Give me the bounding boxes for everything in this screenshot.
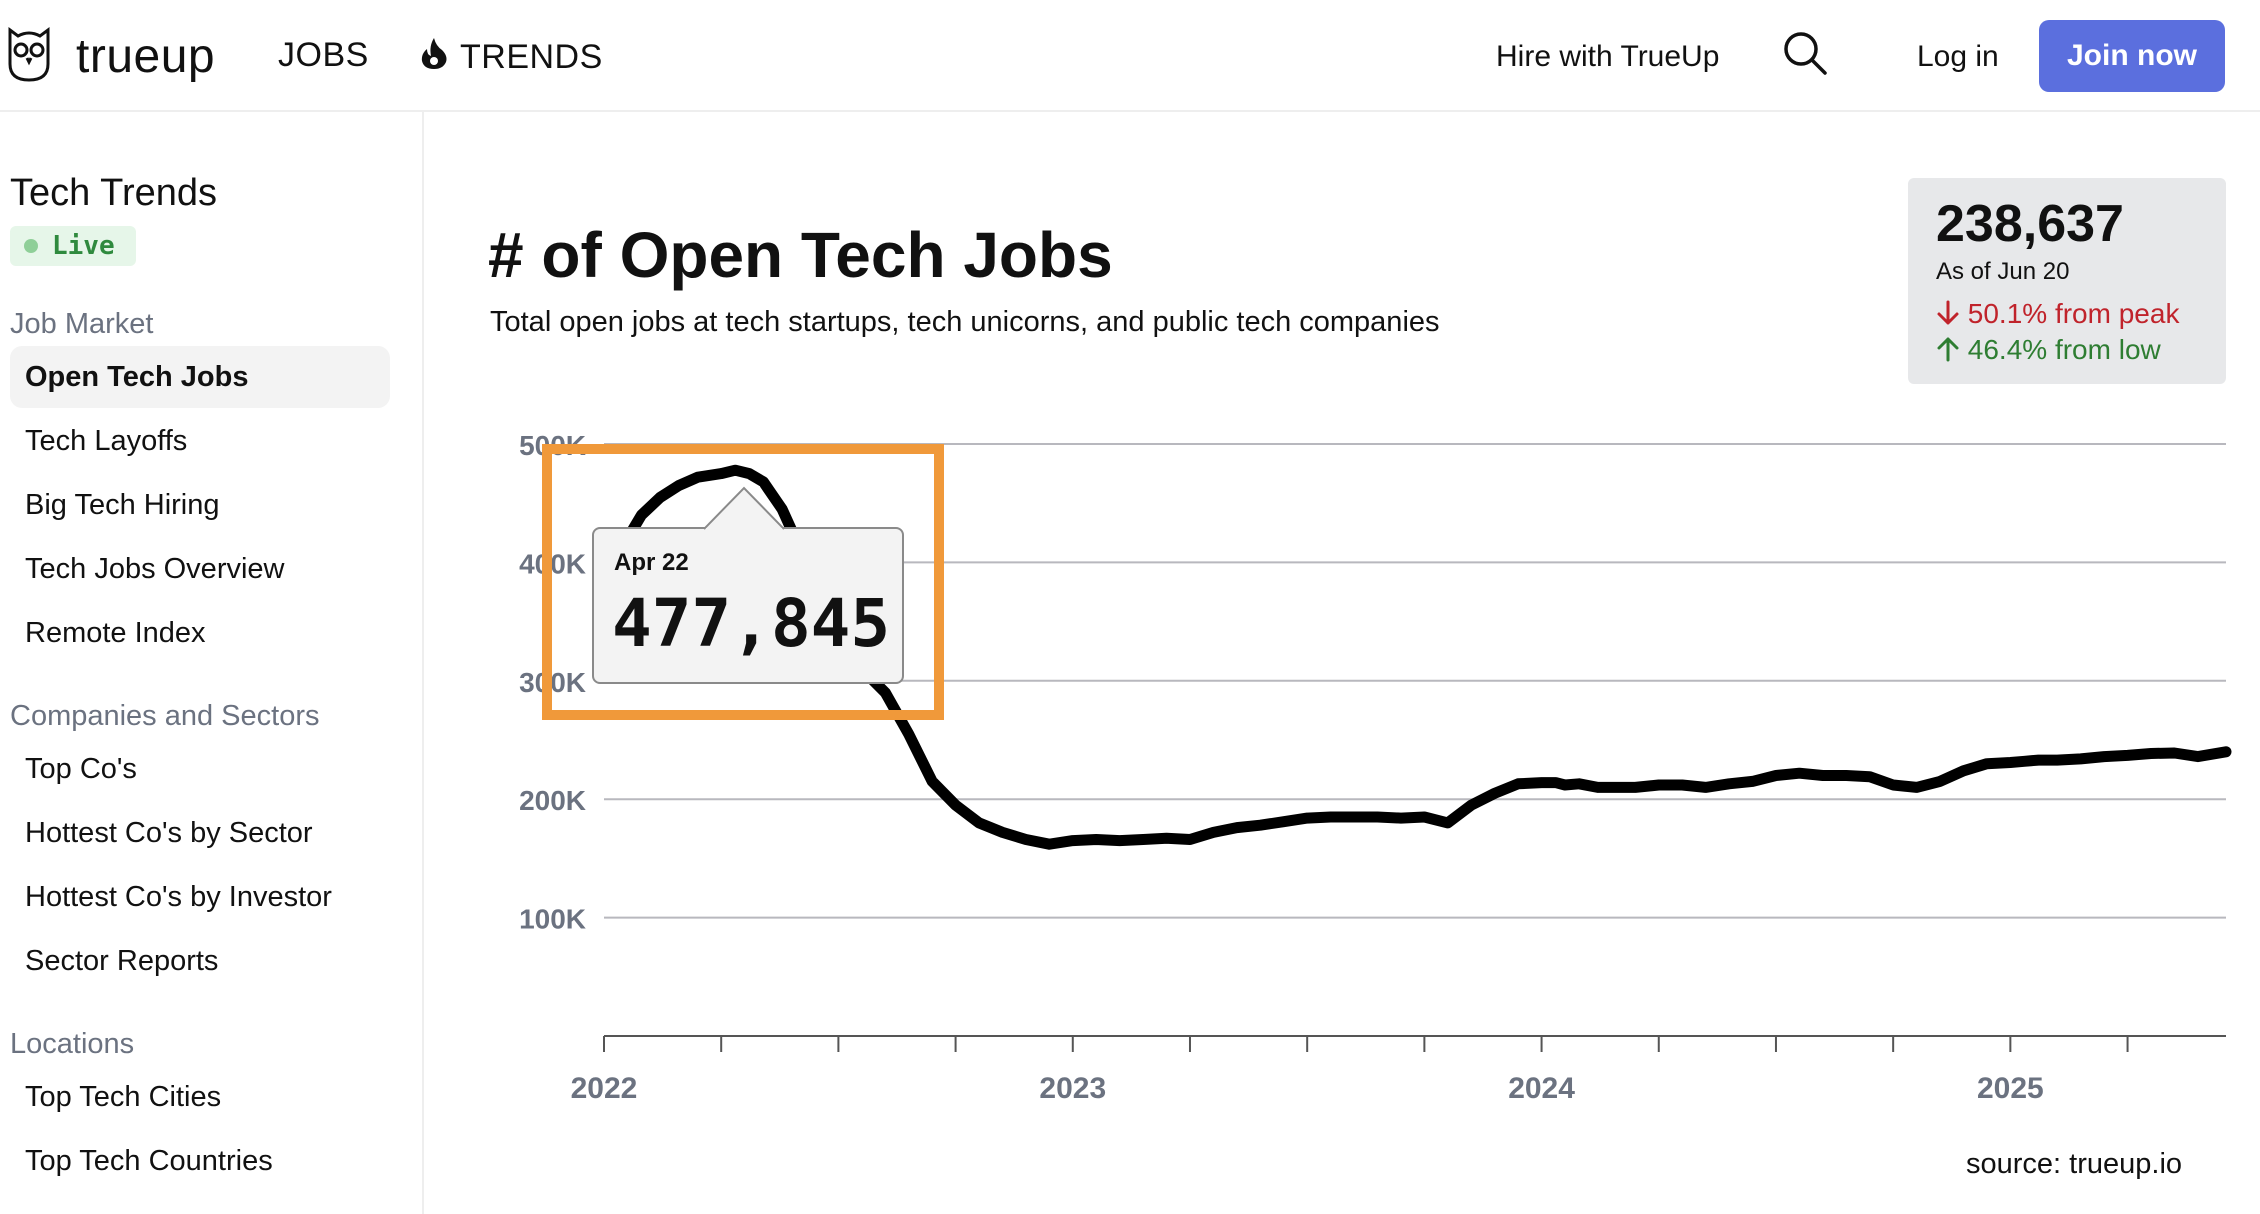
- sidebar-item-top-tech-cities[interactable]: Top Tech Cities: [25, 1081, 222, 1113]
- sidebar-item-big-tech-hiring[interactable]: Big Tech Hiring: [25, 489, 220, 521]
- x-tick-label: 2023: [1039, 1072, 1106, 1105]
- live-label: Live: [52, 231, 115, 261]
- flame-icon: [418, 36, 460, 79]
- sidebar-item-top-cos[interactable]: Top Co's: [25, 753, 137, 785]
- from-peak-label: 50.1% from peak: [1967, 298, 2180, 329]
- hover-tooltip: Apr 22 477,845: [592, 527, 904, 684]
- x-tick-label: 2022: [571, 1072, 638, 1105]
- page-title: # of Open Tech Jobs: [488, 219, 1113, 291]
- sidebar-item-tech-layoffs[interactable]: Tech Layoffs: [25, 425, 188, 457]
- x-tick-label: 2024: [1508, 1072, 1575, 1105]
- nav-trends-label: TRENDS: [460, 38, 603, 76]
- tooltip-pointer: [704, 486, 784, 530]
- from-low-change: 46.4% from low: [1936, 334, 2226, 366]
- arrow-up-icon: [1936, 334, 1968, 365]
- y-tick-label: 100K: [519, 904, 586, 935]
- sidebar-item-sector-reports[interactable]: Sector Reports: [25, 945, 219, 977]
- brand-name: trueup: [76, 30, 216, 83]
- tooltip-value: 477,845: [612, 585, 891, 662]
- x-tick-label: 2025: [1977, 1072, 2044, 1105]
- section-job-market: Job Market: [10, 308, 154, 340]
- section-locations: Locations: [10, 1028, 135, 1060]
- tooltip-date: Apr 22: [614, 549, 689, 576]
- section-companies-and-sectors: Companies and Sectors: [10, 700, 320, 732]
- sidebar-item-top-tech-countries[interactable]: Top Tech Countries: [25, 1145, 273, 1177]
- annotation-highlight-box: [542, 444, 944, 720]
- join-now-button[interactable]: Join now: [2039, 20, 2225, 92]
- live-dot-icon: [24, 239, 38, 253]
- sidebar-title: Tech Trends: [10, 172, 217, 214]
- login-link[interactable]: Log in: [1917, 40, 1999, 73]
- live-badge: Live: [10, 226, 136, 266]
- from-low-label: 46.4% from low: [1967, 334, 2161, 365]
- as-of-date: As of Jun 20: [1936, 258, 2070, 285]
- source-credit: source: trueup.io: [1966, 1148, 2183, 1180]
- brand-logo[interactable]: trueup: [6, 24, 215, 89]
- sidebar-item-tech-jobs-overview[interactable]: Tech Jobs Overview: [25, 553, 285, 585]
- current-stat-card: 238,637 As of Jun 20 50.1% from peak 46.…: [1908, 178, 2226, 384]
- current-value: 238,637: [1936, 195, 2124, 253]
- sidebar: Tech Trends Live Job Market Open Tech Jo…: [0, 112, 424, 1214]
- sidebar-item-hottest-cos-by-sector[interactable]: Hottest Co's by Sector: [25, 817, 313, 849]
- search-icon[interactable]: [1782, 30, 1828, 76]
- sidebar-item-remote-index[interactable]: Remote Index: [25, 617, 206, 649]
- nav-trends-link[interactable]: TRENDS: [418, 36, 603, 79]
- sidebar-item-open-tech-jobs[interactable]: Open Tech Jobs: [10, 346, 390, 408]
- owl-logo-icon: [6, 24, 52, 89]
- from-peak-change: 50.1% from peak: [1936, 298, 2226, 330]
- nav-jobs-link[interactable]: JOBS: [278, 36, 369, 74]
- y-tick-label: 200K: [519, 785, 586, 816]
- page-subtitle: Total open jobs at tech startups, tech u…: [490, 306, 1440, 338]
- sidebar-item-hottest-cos-by-investor[interactable]: Hottest Co's by Investor: [25, 881, 332, 913]
- top-nav: trueup JOBS TRENDS Hire with TrueUp Log …: [0, 0, 2260, 112]
- arrow-down-icon: [1936, 298, 1968, 329]
- hire-link[interactable]: Hire with TrueUp: [1496, 40, 1720, 73]
